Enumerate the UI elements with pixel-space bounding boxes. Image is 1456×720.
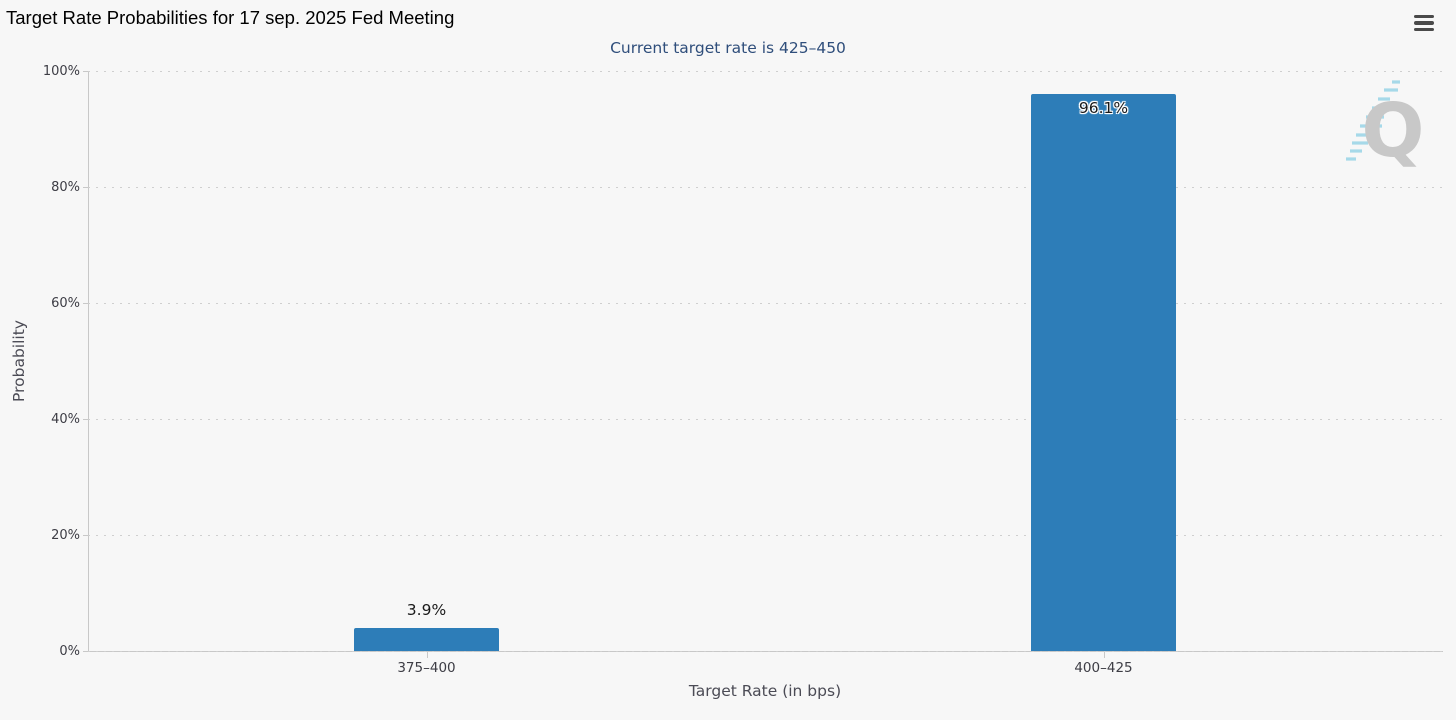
y-gridline [88,303,1442,304]
y-tick-label: 20% [51,528,80,543]
y-tick-label: 60% [51,296,80,311]
y-gridline [88,71,1442,72]
x-category-label: 375–400 [397,660,456,676]
hamburger-icon [1414,27,1434,32]
x-tick-mark [1103,652,1105,658]
y-gridline [88,651,1442,652]
y-tick-label: 100% [42,64,80,79]
hamburger-icon [1414,21,1434,25]
hamburger-icon [1414,14,1434,19]
probability-bar-375–400[interactable] [354,628,499,651]
watermark-dashes [1346,80,1400,161]
y-gridline [88,187,1442,188]
y-gridline [88,535,1442,536]
x-tick-mark [426,652,428,658]
x-axis-title: Target Rate (in bps) [688,682,842,700]
y-tick-mark [83,651,88,652]
y-tick-label: 40% [51,412,80,427]
bar-value-label: 96.1% [1078,98,1129,117]
y-tick-mark [83,71,88,72]
y-tick-mark [83,419,88,420]
y-axis-line [88,71,89,651]
probability-bar-400–425[interactable] [1031,93,1176,651]
y-tick-label: 0% [59,644,80,659]
chart-title: Target Rate Probabilities for 17 sep. 20… [6,7,455,28]
watermark-q-letter: Q [1362,88,1425,174]
quikstrike-watermark-icon: Q [1346,80,1425,174]
y-gridline [88,419,1442,420]
chart-menu-button[interactable] [1414,11,1438,35]
y-tick-label: 80% [51,180,80,195]
chart-subtitle: Current target rate is 425–450 [610,39,846,57]
bar-value-label: 3.9% [406,601,447,620]
y-axis-title: Probability [10,320,28,402]
y-tick-mark [83,303,88,304]
plot-area: Q 3.9% 96.1% [88,71,1442,652]
y-tick-mark [83,187,88,188]
y-tick-mark [83,535,88,536]
x-category-label: 400–425 [1074,660,1133,676]
